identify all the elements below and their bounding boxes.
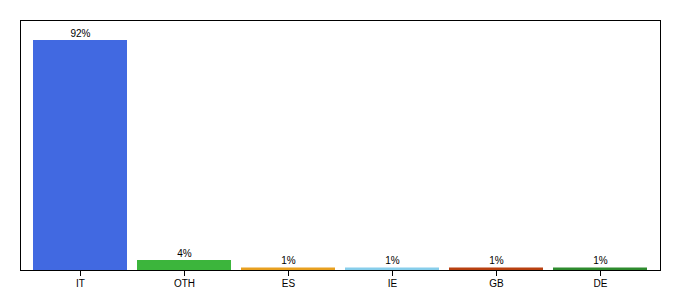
svg-text:92%: 92% bbox=[70, 28, 90, 39]
svg-text:1%: 1% bbox=[489, 255, 504, 266]
svg-text:IT: IT bbox=[76, 278, 85, 289]
svg-text:OTH: OTH bbox=[174, 278, 195, 289]
svg-text:1%: 1% bbox=[593, 255, 608, 266]
svg-text:1%: 1% bbox=[385, 255, 400, 266]
svg-text:4%: 4% bbox=[177, 248, 192, 259]
svg-text:ES: ES bbox=[282, 278, 296, 289]
svg-text:GB: GB bbox=[489, 278, 504, 289]
svg-text:DE: DE bbox=[594, 278, 608, 289]
svg-text:1%: 1% bbox=[281, 255, 296, 266]
svg-text:IE: IE bbox=[388, 278, 398, 289]
